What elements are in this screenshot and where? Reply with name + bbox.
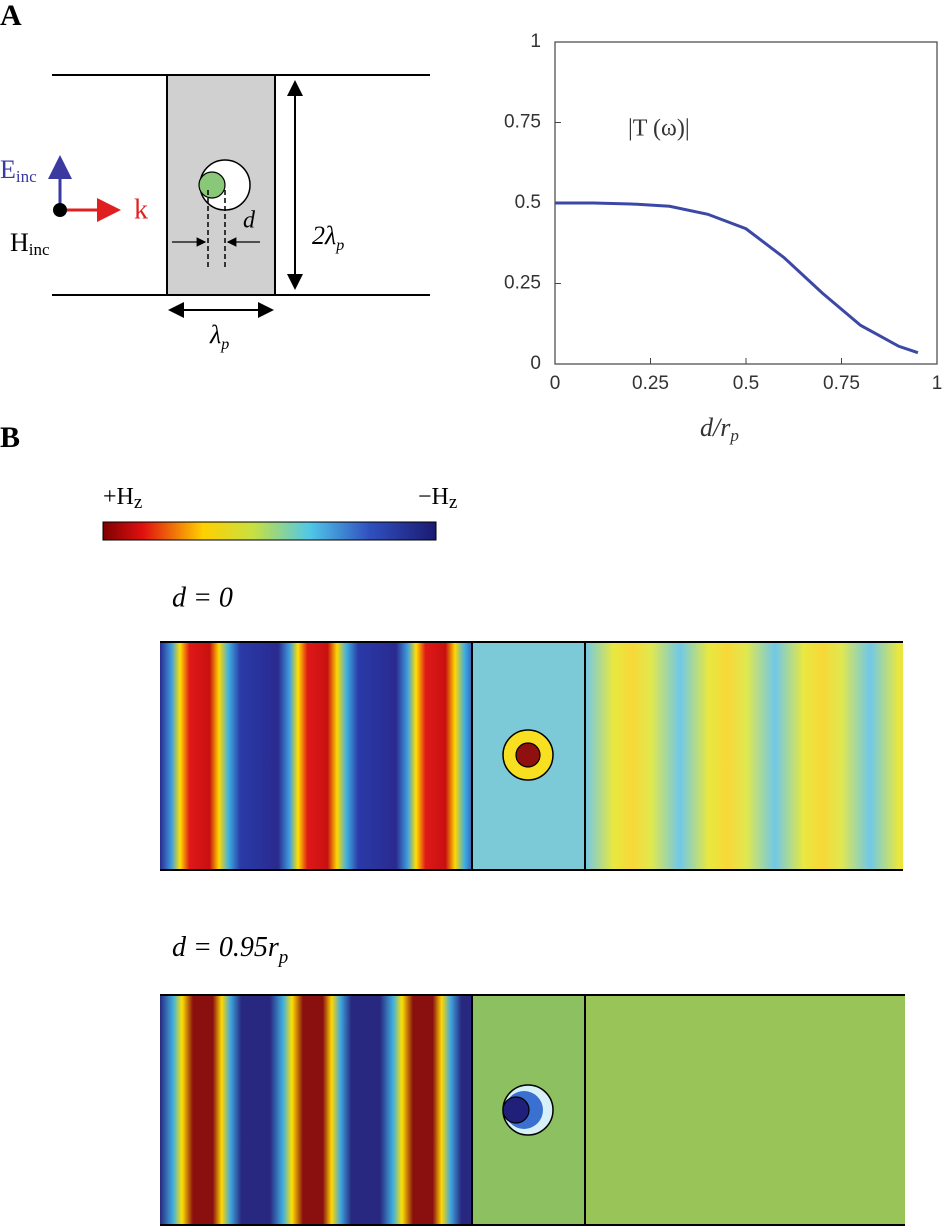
height-label: 2λ (312, 221, 336, 250)
colorbar (102, 521, 437, 541)
y-tick-label: 0.75 (504, 112, 541, 133)
height-sub: p (335, 237, 344, 254)
field-label: d = 0.95rp (172, 932, 288, 968)
y-tick-label: 1 (530, 31, 541, 52)
plot: 0 0.25 0.5 0.75 1 0 0.25 0.5 0.75 1 (504, 31, 942, 394)
e-label: E (0, 155, 16, 184)
field-label-sub: p (277, 947, 289, 968)
height-label: 2λp (312, 221, 344, 254)
field-map (160, 641, 903, 871)
e-label: Einc (0, 155, 37, 186)
k-label: k (134, 194, 148, 225)
x-tick-label: 0 (550, 373, 561, 394)
x-tick-label: 1 (932, 373, 943, 394)
diagram (48, 74, 430, 318)
colorbar-plus-sub: z (134, 492, 142, 513)
e-sub: inc (16, 167, 37, 186)
x-axis-label: d/rp (700, 413, 739, 445)
field-label: d = 0.95r (172, 932, 279, 963)
panel-label: B (0, 421, 20, 454)
x-axis-label: d/r (700, 413, 731, 442)
y-tick-label: 0.5 (515, 192, 541, 213)
width-label: λ (209, 320, 221, 349)
x-tick-label: 0.75 (823, 373, 860, 394)
colorbar-minus: −H (418, 484, 449, 510)
x-tick-label: 0.5 (733, 373, 759, 394)
width-sub: p (220, 336, 229, 353)
field-label: d = 0 (172, 582, 233, 613)
x-tick-label: 0.25 (632, 373, 669, 394)
h-sub: inc (29, 240, 50, 259)
colorbar-plus: +H (103, 484, 134, 510)
colorbar-minus-sub: z (449, 492, 457, 513)
width-label: λp (209, 320, 229, 353)
y-tick-label: 0 (530, 353, 541, 374)
h-label: H (10, 228, 29, 257)
d-label: d (243, 208, 256, 234)
x-axis-sub: p (729, 426, 739, 445)
colorbar-plus: +Hz (103, 484, 142, 514)
h-label: Hinc (10, 228, 50, 259)
field-map (160, 994, 905, 1226)
line (555, 201, 919, 355)
y-tick-label: 0.25 (504, 273, 541, 294)
panel-label: A (0, 0, 22, 32)
annotation: |T (ω)| (628, 116, 690, 142)
colorbar-minus: −Hz (418, 484, 457, 514)
